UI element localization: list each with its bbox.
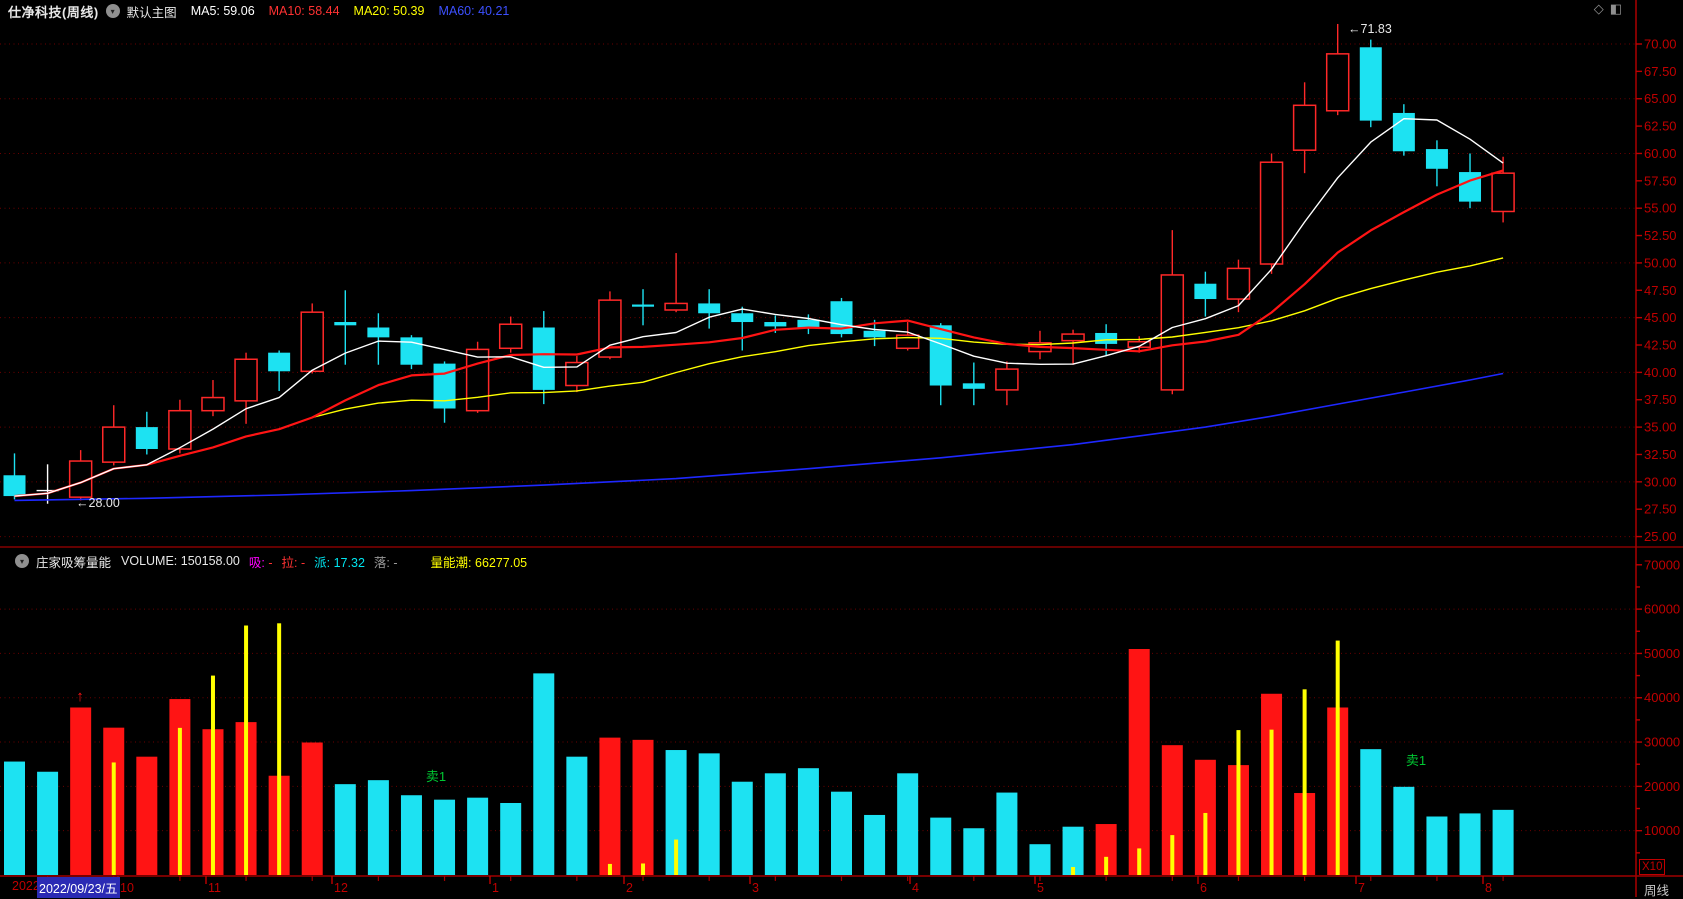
svg-text:←28.00: ←28.00 xyxy=(76,496,120,510)
svg-text:20000: 20000 xyxy=(1644,779,1680,794)
volume-multiplier-badge: X10 xyxy=(1639,859,1666,875)
volume-readout: VOLUME: 150158.00 xyxy=(121,554,240,568)
energy-tide-spikes xyxy=(111,623,1340,875)
svg-text:67.50: 67.50 xyxy=(1644,64,1677,79)
diamond-icon[interactable]: ◇ xyxy=(1593,1,1610,16)
svg-text:60.00: 60.00 xyxy=(1644,146,1677,161)
xi-readout: 吸: - xyxy=(248,555,273,570)
volume-bars xyxy=(4,648,1514,875)
svg-text:32.50: 32.50 xyxy=(1644,447,1677,462)
svg-text:42.50: 42.50 xyxy=(1644,338,1677,353)
svg-text:62.50: 62.50 xyxy=(1644,119,1677,134)
ma-lines xyxy=(14,117,1504,502)
chevron-down-icon[interactable]: ▾ xyxy=(105,4,120,18)
svg-text:30.00: 30.00 xyxy=(1644,474,1677,489)
svg-text:57.50: 57.50 xyxy=(1644,173,1677,188)
energy-tide-readout: 量能潮: 66277.05 xyxy=(430,555,528,570)
volume-pane-header: ▾ 庄家吸筹量能 VOLUME: 150158.00 吸: - 拉: - 派: … xyxy=(0,549,536,573)
svg-text:55.00: 55.00 xyxy=(1644,201,1677,216)
main-chart-header: 仕净科技(周线) ▾ 默认主图 MA5: 59.06 MA10: 58.44 M… xyxy=(0,0,523,22)
svg-text:40.00: 40.00 xyxy=(1644,365,1677,380)
svg-text:50.00: 50.00 xyxy=(1644,255,1677,270)
svg-text:7: 7 xyxy=(1358,881,1365,895)
svg-text:卖1: 卖1 xyxy=(426,769,446,784)
svg-text:↑: ↑ xyxy=(76,688,84,705)
svg-text:3: 3 xyxy=(752,881,759,895)
svg-text:45.00: 45.00 xyxy=(1644,310,1677,325)
svg-text:70.00: 70.00 xyxy=(1644,37,1677,52)
svg-text:2: 2 xyxy=(626,881,633,895)
chevron-down-icon[interactable]: ▾ xyxy=(15,554,29,568)
split-pane-icon[interactable]: ◧ xyxy=(1609,1,1628,16)
svg-text:12: 12 xyxy=(334,881,348,895)
svg-text:8: 8 xyxy=(1485,881,1492,895)
selected-date-badge: 2022/09/23/五 xyxy=(37,877,120,898)
svg-text:50000: 50000 xyxy=(1644,646,1680,661)
ma5-readout: MA5: 59.06 xyxy=(190,4,255,18)
la-readout: 拉: - xyxy=(281,555,306,570)
indicator-name: 庄家吸筹量能 xyxy=(36,555,112,570)
svg-text:47.50: 47.50 xyxy=(1644,283,1677,298)
svg-text:10: 10 xyxy=(120,881,134,895)
svg-text:37.50: 37.50 xyxy=(1644,392,1677,407)
luo-readout: 落: - xyxy=(373,555,398,570)
svg-text:35.00: 35.00 xyxy=(1644,420,1677,435)
svg-text:30000: 30000 xyxy=(1644,735,1680,750)
svg-text:52.50: 52.50 xyxy=(1644,228,1677,243)
candlesticks xyxy=(3,23,1515,504)
stock-title: 仕净科技(周线) xyxy=(8,4,99,20)
svg-text:27.50: 27.50 xyxy=(1644,502,1677,517)
time-axis: 10 11 12 1 2 3 4 5 6 7 8 xyxy=(46,876,1504,895)
svg-text:卖1: 卖1 xyxy=(1406,753,1426,768)
annotations: ←71.83 ←28.00 ↑ 卖1 卖1 xyxy=(76,22,1426,784)
svg-text:65.00: 65.00 xyxy=(1644,91,1677,106)
svg-text:1: 1 xyxy=(492,881,499,895)
svg-text:10000: 10000 xyxy=(1644,823,1680,838)
pai-readout: 派: 17.32 xyxy=(314,555,365,570)
ma60-readout: MA60: 40.21 xyxy=(438,4,510,18)
svg-text:4: 4 xyxy=(912,881,919,895)
svg-text:←71.83: ←71.83 xyxy=(1348,22,1392,36)
axis-year-label: 2022 xyxy=(12,879,40,893)
period-label[interactable]: 周线 xyxy=(1644,884,1670,898)
svg-text:60000: 60000 xyxy=(1644,602,1680,617)
svg-text:6: 6 xyxy=(1200,881,1207,895)
svg-text:5: 5 xyxy=(1037,881,1044,895)
ma10-readout: MA10: 58.44 xyxy=(268,4,340,18)
view-selector[interactable]: 默认主图 xyxy=(126,5,177,20)
svg-text:25.00: 25.00 xyxy=(1644,529,1677,544)
ma20-readout: MA20: 50.39 xyxy=(353,4,425,18)
svg-text:40000: 40000 xyxy=(1644,690,1680,705)
svg-text:70000: 70000 xyxy=(1644,557,1680,572)
window-toolbar: ◇◧ xyxy=(1594,1,1628,17)
svg-text:11: 11 xyxy=(208,881,221,895)
